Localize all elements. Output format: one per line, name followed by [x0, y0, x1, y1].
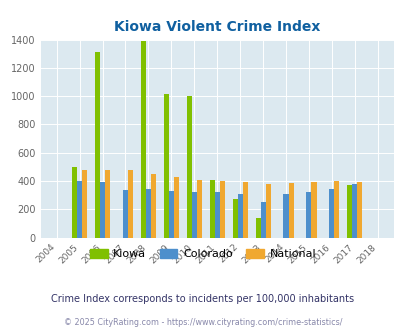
Bar	[265, 184, 270, 238]
Bar	[242, 182, 247, 238]
Bar	[346, 185, 352, 238]
Bar	[196, 180, 201, 238]
Bar	[95, 51, 100, 238]
Text: Crime Index corresponds to incidents per 100,000 inhabitants: Crime Index corresponds to incidents per…	[51, 294, 354, 304]
Bar	[214, 192, 219, 238]
Bar	[219, 181, 224, 238]
Bar	[237, 194, 242, 238]
Bar	[306, 192, 311, 238]
Bar	[145, 189, 151, 238]
Bar	[288, 183, 293, 238]
Bar	[186, 96, 191, 238]
Bar	[163, 94, 168, 238]
Bar	[334, 181, 339, 238]
Bar	[352, 184, 356, 238]
Bar	[82, 170, 87, 238]
Bar	[151, 174, 156, 238]
Bar	[209, 180, 214, 238]
Bar	[128, 170, 133, 238]
Bar	[173, 177, 179, 238]
Title: Kiowa Violent Crime Index: Kiowa Violent Crime Index	[114, 20, 320, 34]
Bar	[168, 191, 173, 238]
Bar	[105, 170, 110, 238]
Bar	[72, 167, 77, 238]
Bar	[356, 182, 362, 238]
Legend: Kiowa, Colorado, National: Kiowa, Colorado, National	[85, 244, 320, 263]
Bar	[328, 189, 334, 238]
Text: © 2025 CityRating.com - https://www.cityrating.com/crime-statistics/: © 2025 CityRating.com - https://www.city…	[64, 318, 341, 327]
Bar	[77, 181, 82, 238]
Bar	[100, 182, 105, 238]
Bar	[283, 194, 288, 238]
Bar	[255, 218, 260, 238]
Bar	[123, 190, 128, 238]
Bar	[311, 182, 316, 238]
Bar	[232, 199, 237, 238]
Bar	[260, 202, 265, 238]
Bar	[141, 41, 145, 238]
Bar	[191, 192, 196, 238]
